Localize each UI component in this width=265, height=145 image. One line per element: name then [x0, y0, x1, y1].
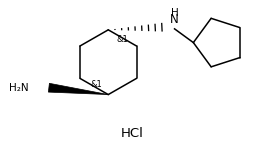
Text: H₂N: H₂N — [10, 83, 29, 93]
Text: H: H — [171, 8, 178, 18]
Text: &1: &1 — [90, 80, 102, 89]
Text: &1: &1 — [116, 35, 128, 44]
Text: HCl: HCl — [121, 127, 143, 140]
Polygon shape — [48, 83, 108, 95]
Text: N: N — [170, 13, 179, 26]
